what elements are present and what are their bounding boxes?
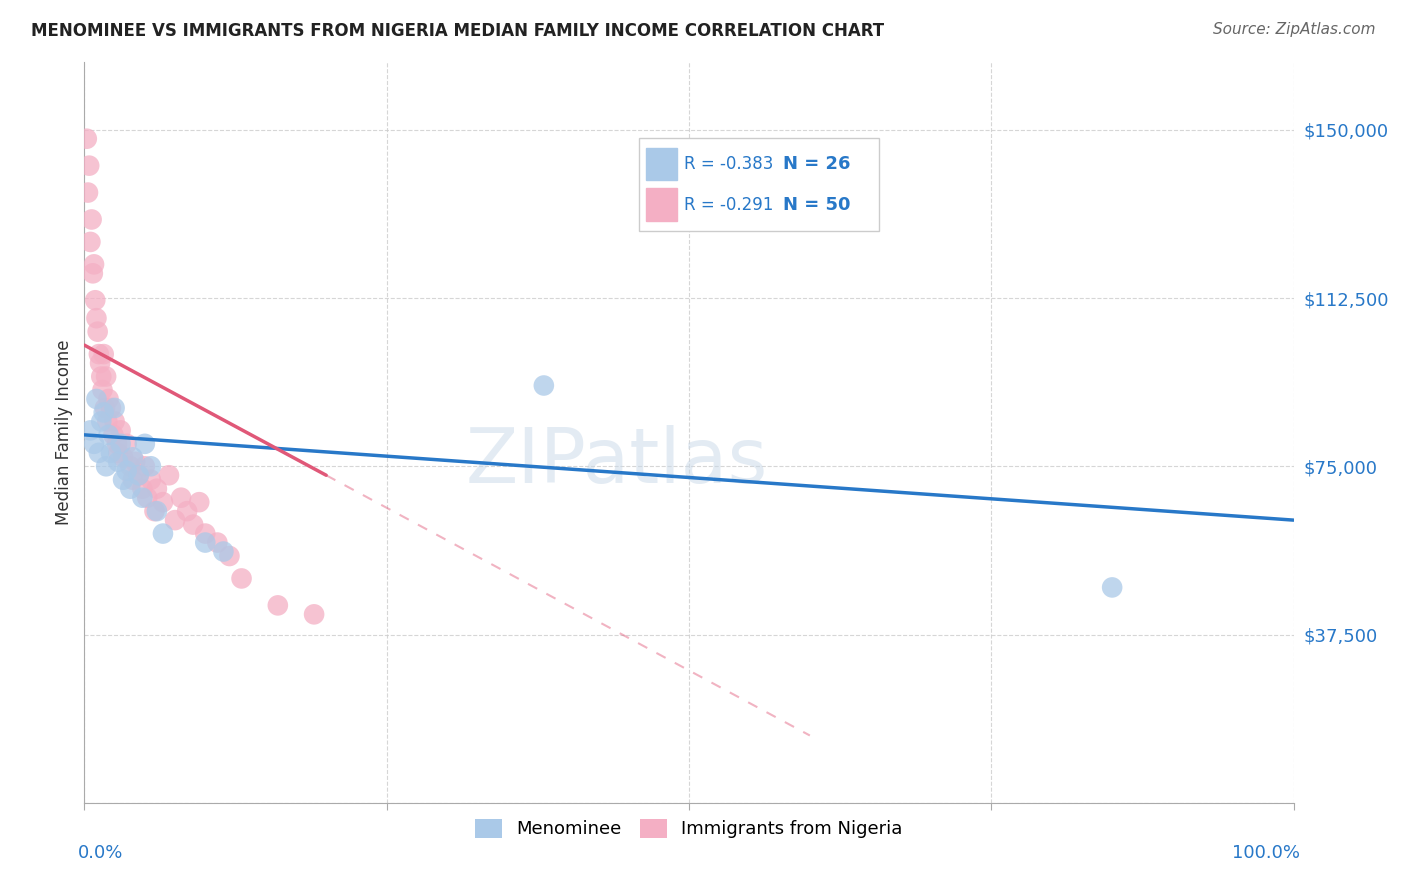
Point — [91, 383, 114, 397]
Point — [104, 401, 127, 415]
Text: ZIPatlas: ZIPatlas — [465, 425, 768, 500]
Point — [93, 405, 115, 419]
Text: MENOMINEE VS IMMIGRANTS FROM NIGERIA MEDIAN FAMILY INCOME CORRELATION CHART: MENOMINEE VS IMMIGRANTS FROM NIGERIA MED… — [31, 22, 884, 40]
Point — [86, 325, 108, 339]
Point — [157, 468, 180, 483]
Point — [181, 517, 204, 532]
Point — [267, 599, 290, 613]
Point — [207, 535, 229, 549]
Point — [79, 423, 101, 437]
Point — [90, 369, 112, 384]
Text: R = -0.383: R = -0.383 — [685, 155, 773, 173]
Point — [110, 423, 132, 437]
Point — [77, 186, 100, 200]
Point — [112, 450, 135, 465]
Point — [107, 446, 129, 460]
Point — [112, 473, 135, 487]
Point — [86, 392, 108, 406]
Point — [120, 482, 142, 496]
Text: N = 50: N = 50 — [783, 195, 851, 214]
Point — [100, 446, 122, 460]
Point — [120, 459, 142, 474]
Point — [165, 513, 187, 527]
Point — [194, 526, 217, 541]
Text: Source: ZipAtlas.com: Source: ZipAtlas.com — [1212, 22, 1375, 37]
Point — [115, 437, 138, 451]
Point — [84, 293, 107, 308]
Point — [93, 347, 115, 361]
FancyBboxPatch shape — [645, 188, 678, 221]
Point — [170, 491, 193, 505]
Point — [86, 311, 108, 326]
Point — [96, 414, 118, 428]
Point — [143, 504, 166, 518]
Point — [302, 607, 325, 622]
Point — [97, 428, 120, 442]
Legend: Menominee, Immigrants from Nigeria: Menominee, Immigrants from Nigeria — [468, 812, 910, 846]
Point — [136, 491, 159, 505]
Point — [97, 392, 120, 406]
Point — [131, 491, 153, 505]
Point — [77, 159, 100, 173]
Point — [131, 482, 153, 496]
Text: N = 26: N = 26 — [783, 155, 851, 173]
Text: R = -0.291: R = -0.291 — [685, 195, 773, 214]
Point — [87, 347, 110, 361]
Point — [79, 235, 101, 249]
Point — [139, 459, 162, 474]
Point — [94, 459, 117, 474]
Point — [231, 571, 253, 585]
Point — [146, 482, 169, 496]
FancyBboxPatch shape — [638, 138, 879, 231]
Point — [83, 437, 105, 451]
Point — [134, 459, 156, 474]
Point — [128, 468, 150, 483]
Point — [188, 495, 211, 509]
Point — [218, 549, 240, 563]
Point — [533, 378, 555, 392]
Point — [194, 535, 217, 549]
Point — [115, 464, 138, 478]
Point — [105, 437, 128, 451]
Point — [103, 428, 125, 442]
Text: 0.0%: 0.0% — [79, 844, 124, 862]
Point — [152, 526, 174, 541]
Point — [80, 212, 103, 227]
Point — [152, 495, 174, 509]
Point — [1101, 581, 1123, 595]
Point — [89, 356, 111, 370]
Point — [94, 369, 117, 384]
Point — [121, 473, 143, 487]
Point — [212, 544, 235, 558]
Point — [104, 414, 127, 428]
Point — [128, 468, 150, 483]
Point — [134, 437, 156, 451]
Point — [176, 504, 198, 518]
Point — [139, 473, 162, 487]
Point — [87, 446, 110, 460]
Point — [82, 266, 104, 280]
Point — [146, 504, 169, 518]
Y-axis label: Median Family Income: Median Family Income — [55, 340, 73, 525]
Text: 100.0%: 100.0% — [1232, 844, 1299, 862]
Point — [124, 455, 146, 469]
Point — [83, 257, 105, 271]
Point — [76, 132, 98, 146]
Point — [107, 455, 129, 469]
Point — [121, 450, 143, 465]
Point — [100, 401, 122, 415]
Point — [110, 437, 132, 451]
Point — [90, 414, 112, 428]
Point — [94, 401, 117, 415]
FancyBboxPatch shape — [645, 148, 678, 180]
